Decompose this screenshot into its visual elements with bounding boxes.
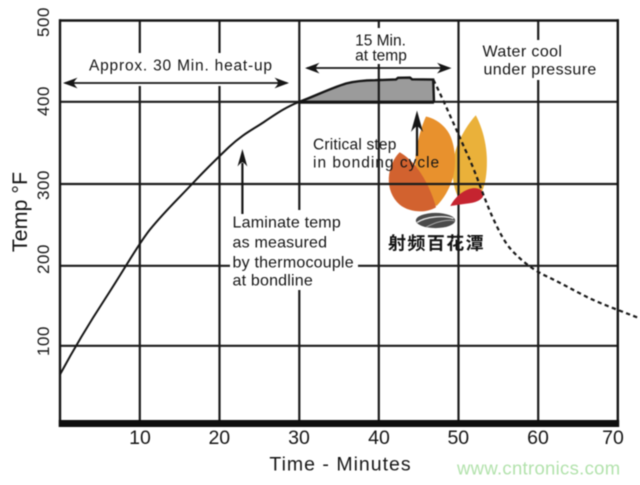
svg-text:as measured: as measured <box>233 235 328 252</box>
svg-text:500: 500 <box>34 7 53 37</box>
svg-text:Water cool: Water cool <box>483 44 563 61</box>
svg-text:Temp °F: Temp °F <box>8 172 32 252</box>
svg-text:at bondline: at bondline <box>233 273 314 290</box>
svg-text:www.cntronics.com: www.cntronics.com <box>456 458 620 479</box>
svg-text:under pressure: under pressure <box>484 62 597 79</box>
svg-text:200: 200 <box>34 244 53 274</box>
svg-text:40: 40 <box>368 427 390 449</box>
svg-text:at temp: at temp <box>355 48 407 65</box>
svg-text:70: 70 <box>602 427 624 449</box>
svg-text:in bonding cycle: in bonding cycle <box>313 155 440 172</box>
svg-text:20: 20 <box>208 427 230 449</box>
svg-text:60: 60 <box>527 427 549 449</box>
svg-text:300: 300 <box>34 170 53 200</box>
svg-text:Time - Minutes: Time - Minutes <box>269 454 411 476</box>
svg-text:100: 100 <box>34 326 53 356</box>
svg-text:400: 400 <box>34 86 53 116</box>
svg-text:10: 10 <box>129 427 151 449</box>
svg-text:15 Min.: 15 Min. <box>355 33 406 50</box>
svg-text:by thermocouple: by thermocouple <box>233 255 354 272</box>
svg-text:50: 50 <box>447 427 469 449</box>
svg-text:Laminate temp: Laminate temp <box>233 215 341 232</box>
svg-text:Critical step: Critical step <box>313 137 397 154</box>
svg-text:Approx. 30 Min. heat-up: Approx. 30 Min. heat-up <box>89 58 273 75</box>
svg-text:30: 30 <box>288 427 310 449</box>
